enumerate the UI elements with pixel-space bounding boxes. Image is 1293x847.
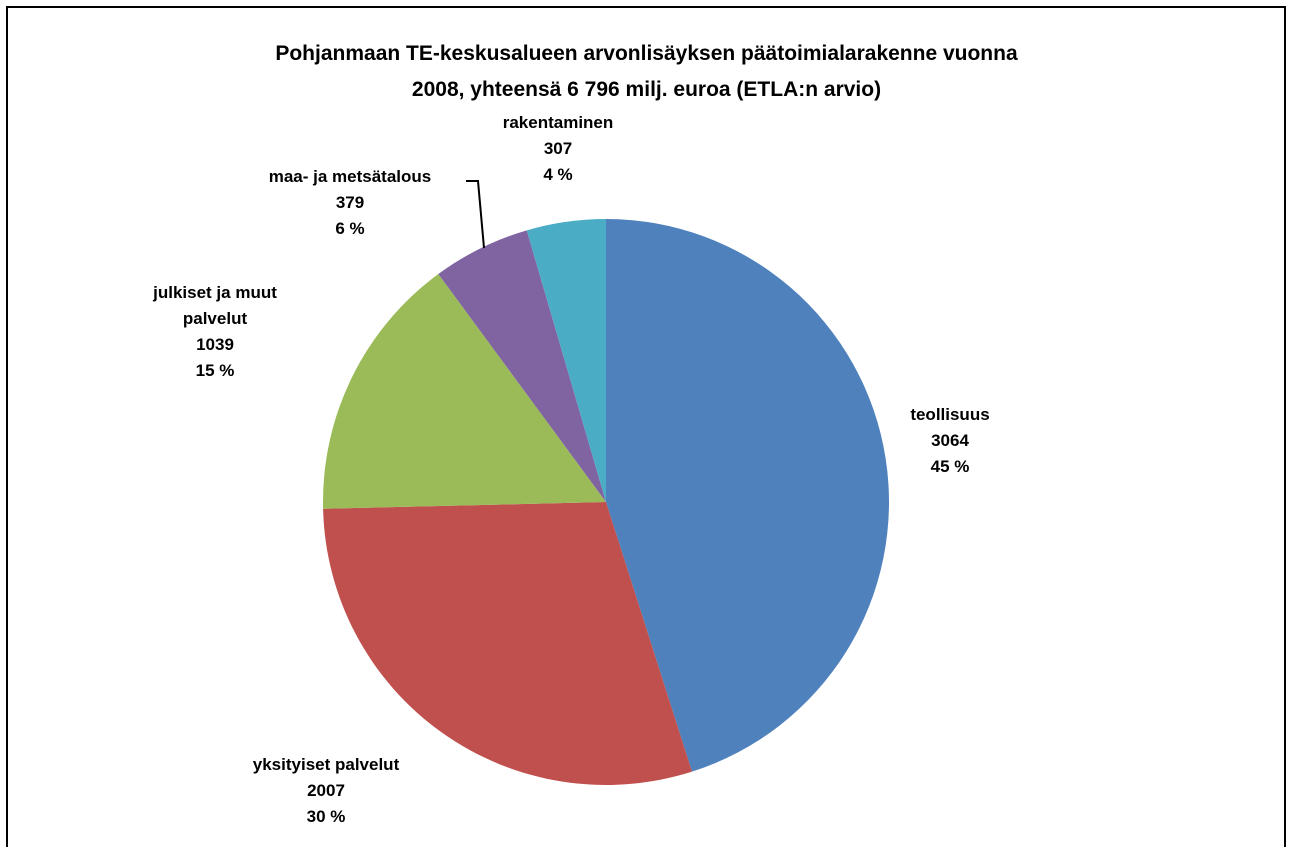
chart-title: Pohjanmaan TE-keskusalueen arvonlisäykse… (275, 42, 1018, 65)
chart-border (6, 6, 1286, 847)
pie-slice (438, 230, 606, 502)
chart-title: 2008, yhteensä 6 796 milj. euroa (ETLA:n… (411, 78, 882, 101)
data-label: rakentaminen 307 4 % (458, 110, 658, 188)
label-line: 4 % (543, 165, 573, 184)
label-line: teollisuus (910, 405, 990, 424)
label-line: 2007 (307, 781, 345, 800)
label-line: rakentaminen (502, 113, 614, 132)
pie-slice (323, 502, 693, 786)
pie-slice (526, 219, 606, 502)
label-line: 1039 (196, 335, 234, 354)
label-line: 6 % (335, 219, 365, 238)
data-label: yksityiset palvelut 2007 30 % (196, 752, 456, 830)
label-line: julkiset ja muut palvelut (153, 283, 277, 328)
data-label: teollisuus 3064 45 % (850, 402, 1050, 480)
pie-slice (323, 274, 606, 509)
label-line: 30 % (306, 807, 346, 826)
data-label: maa- ja metsätalous 379 6 % (220, 164, 480, 242)
label-line: 3064 (931, 431, 969, 450)
label-line: 15 % (195, 361, 235, 380)
pie-slice (606, 219, 889, 772)
label-line: 307 (543, 139, 573, 158)
label-line: 379 (335, 193, 365, 212)
data-label: julkiset ja muut palvelut 1039 15 % (130, 280, 300, 384)
label-line: maa- ja metsätalous (268, 167, 432, 186)
label-line: 45 % (930, 457, 970, 476)
label-line: yksityiset palvelut (252, 755, 400, 774)
leader-line (466, 180, 485, 249)
